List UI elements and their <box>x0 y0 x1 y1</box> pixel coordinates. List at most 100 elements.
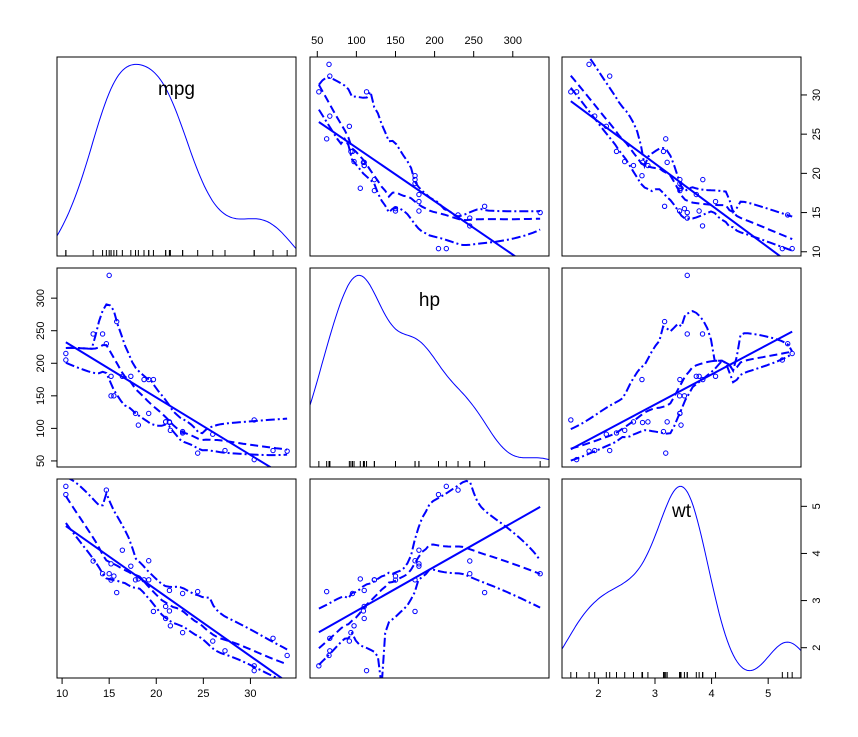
spread-line <box>67 479 288 651</box>
point <box>681 393 688 399</box>
point <box>63 357 69 363</box>
point <box>416 561 422 567</box>
point <box>135 576 142 582</box>
point <box>194 450 201 456</box>
point <box>179 629 186 636</box>
spread-line <box>587 57 793 218</box>
point <box>363 89 370 95</box>
point <box>166 587 173 594</box>
y-tick-label: 4 <box>811 550 823 556</box>
point <box>371 176 378 183</box>
point <box>132 410 139 417</box>
x-tick-label: 20 <box>150 688 162 700</box>
y-tick-label: 25 <box>811 128 823 140</box>
density-line <box>310 274 549 461</box>
x-tick-label: 250 <box>465 35 483 47</box>
point <box>661 318 668 325</box>
point <box>357 576 363 582</box>
point <box>210 431 216 437</box>
point <box>455 487 461 493</box>
point <box>700 376 706 383</box>
point <box>162 603 169 610</box>
point <box>132 577 139 583</box>
x-tick-label: 300 <box>504 35 522 47</box>
point <box>361 615 367 622</box>
point <box>537 209 543 216</box>
x-tick-label: 200 <box>425 35 443 47</box>
panel-frame <box>561 56 802 257</box>
point <box>573 89 580 95</box>
point <box>779 245 786 252</box>
point <box>351 623 357 629</box>
point <box>111 573 117 579</box>
point <box>416 547 422 553</box>
point <box>392 208 399 214</box>
point <box>699 331 706 337</box>
point <box>349 148 356 155</box>
spread-line <box>65 361 288 457</box>
point <box>392 577 399 583</box>
point <box>613 148 620 155</box>
point <box>412 558 418 564</box>
point <box>63 350 69 357</box>
point <box>455 212 461 218</box>
panel <box>568 57 795 256</box>
x-tick-label: 150 <box>386 35 404 47</box>
point <box>412 173 418 179</box>
point <box>361 162 367 169</box>
point <box>357 185 363 191</box>
point <box>251 456 257 463</box>
variable-name: mpg <box>158 79 195 100</box>
y-tick-label: 250 <box>35 322 47 340</box>
y-tick-label: 5 <box>811 503 823 509</box>
point <box>467 223 473 229</box>
smoother-line <box>318 84 541 222</box>
point <box>607 447 613 454</box>
point <box>639 419 646 426</box>
x-tick-label: 3 <box>652 688 658 700</box>
spread-line <box>570 309 794 431</box>
point <box>676 208 683 214</box>
point <box>323 588 330 595</box>
panel-frame <box>56 478 297 679</box>
point <box>481 589 488 596</box>
point <box>194 588 201 595</box>
point <box>284 652 290 659</box>
spread-line <box>318 479 541 610</box>
point <box>363 667 370 674</box>
point <box>684 209 690 216</box>
y-tick-label: 15 <box>811 206 823 218</box>
point <box>251 667 257 674</box>
point <box>664 419 670 425</box>
x-tick-label: 30 <box>244 688 256 700</box>
point <box>90 331 96 337</box>
point <box>119 373 126 379</box>
point <box>664 159 670 166</box>
point <box>677 176 683 183</box>
panel-frame <box>56 267 297 468</box>
point <box>146 577 152 583</box>
point <box>661 203 668 209</box>
point <box>108 373 114 379</box>
point <box>327 73 333 79</box>
point <box>392 205 399 212</box>
point <box>622 427 628 434</box>
x-tick-label: 4 <box>709 688 715 700</box>
point <box>435 491 442 498</box>
spread-line <box>318 76 541 218</box>
point <box>789 245 795 252</box>
point <box>676 393 683 399</box>
point <box>467 215 473 221</box>
point <box>639 376 645 383</box>
regression-line <box>570 330 793 451</box>
point <box>573 456 580 463</box>
point <box>162 615 169 622</box>
panel <box>316 61 543 256</box>
panel <box>568 272 795 463</box>
point <box>99 571 106 577</box>
point <box>167 427 174 434</box>
point <box>663 450 669 456</box>
smoother-line <box>65 495 288 666</box>
point <box>327 113 333 119</box>
point <box>128 563 134 569</box>
